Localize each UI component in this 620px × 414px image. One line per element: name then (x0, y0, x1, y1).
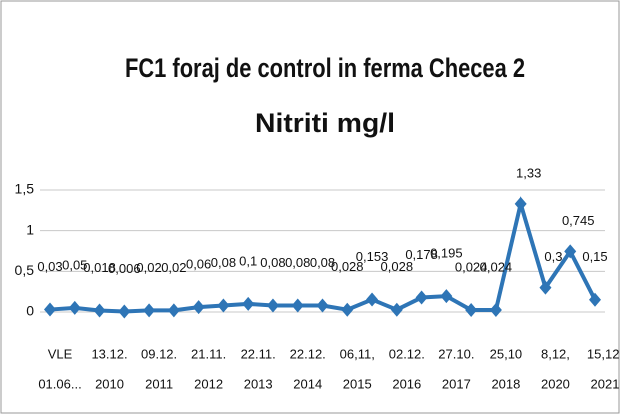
y-tick-label: 1,5 (15, 181, 35, 197)
x-tick-label: 15,12, (587, 346, 620, 361)
data-label: 1,33 (516, 165, 541, 180)
x-tick-label: 2013 (244, 376, 273, 391)
y-tick-label: 0 (26, 303, 34, 319)
data-point (465, 303, 478, 318)
data-point (217, 298, 230, 313)
data-label: 0,15 (582, 249, 607, 264)
data-point (192, 300, 205, 315)
data-point (366, 292, 379, 307)
x-tick-label: 25,10 (490, 346, 523, 361)
x-tick-label: 27.10. (438, 346, 474, 361)
data-point (143, 303, 156, 318)
data-point (316, 298, 329, 313)
data-label: 0,05 (62, 257, 87, 272)
data-label: 0,745 (562, 213, 595, 228)
data-label: 0,02 (161, 260, 186, 275)
x-tick-label: 2012 (194, 376, 223, 391)
data-label: 0,028 (381, 259, 414, 274)
x-tick-label: 13.12. (91, 346, 127, 361)
data-label: 0,06 (186, 257, 211, 272)
data-point (266, 298, 279, 313)
x-tick-label: 2018 (491, 376, 520, 391)
data-point (589, 292, 601, 307)
data-point (44, 302, 56, 317)
data-point (242, 296, 255, 311)
data-point (118, 304, 131, 319)
data-label: 0,006 (108, 261, 141, 276)
data-label: 0,03 (37, 259, 62, 274)
x-tick-label: 09.12. (141, 346, 177, 361)
data-label: 0,018 (83, 260, 116, 275)
x-tick-label: 2017 (442, 376, 471, 391)
data-label: 0,178 (405, 247, 438, 262)
data-point (291, 298, 304, 313)
data-point (440, 289, 453, 304)
x-tick-label: 2011 (145, 376, 173, 391)
data-point (564, 244, 577, 259)
x-tick-label: VLE (48, 346, 73, 361)
x-tick-label: 06,11, (340, 346, 375, 361)
data-label: 0,08 (285, 255, 310, 270)
data-point (514, 196, 527, 211)
data-point (390, 302, 403, 317)
data-label: 0,153 (356, 249, 389, 264)
x-tick-label: 2010 (95, 376, 124, 391)
x-tick-label: 2014 (293, 376, 322, 391)
data-label: 0,1 (239, 253, 257, 268)
chart-title: FC1 foraj de control in ferma Checea 2 (125, 53, 525, 83)
data-label: 0,195 (430, 246, 463, 261)
x-tick-label: 2016 (392, 376, 421, 391)
y-tick-label: 0,5 (15, 262, 35, 278)
x-tick-label: 22.11. (241, 346, 276, 361)
data-point (489, 303, 502, 318)
data-point (68, 300, 81, 315)
x-tick-label: 2021 (591, 376, 620, 391)
x-tick-label: 8,12, (541, 346, 570, 361)
data-label: 0,08 (260, 255, 285, 270)
data-label: 0,08 (211, 255, 236, 270)
x-tick-label: 21.11. (191, 346, 226, 361)
data-point (415, 290, 428, 305)
x-tick-label: 02.12. (389, 346, 425, 361)
data-label: 0,028 (331, 259, 364, 274)
chart-subtitle: Nitriti mg/l (255, 108, 395, 138)
data-point (341, 302, 354, 317)
data-point (539, 280, 552, 295)
data-point (167, 303, 180, 318)
y-tick-label: 1 (26, 221, 34, 237)
x-tick-label: 2020 (541, 376, 570, 391)
data-point (93, 303, 106, 318)
data-label: 0,024 (455, 259, 488, 274)
data-label: 0,024 (480, 259, 513, 274)
data-label: 0,08 (310, 255, 335, 270)
x-tick-label: 2015 (343, 376, 372, 391)
data-label: 0,02 (136, 260, 161, 275)
x-tick-label: 01.06... (38, 376, 81, 391)
x-tick-label: 22.12. (290, 346, 326, 361)
data-label: 0,3 (544, 249, 562, 264)
